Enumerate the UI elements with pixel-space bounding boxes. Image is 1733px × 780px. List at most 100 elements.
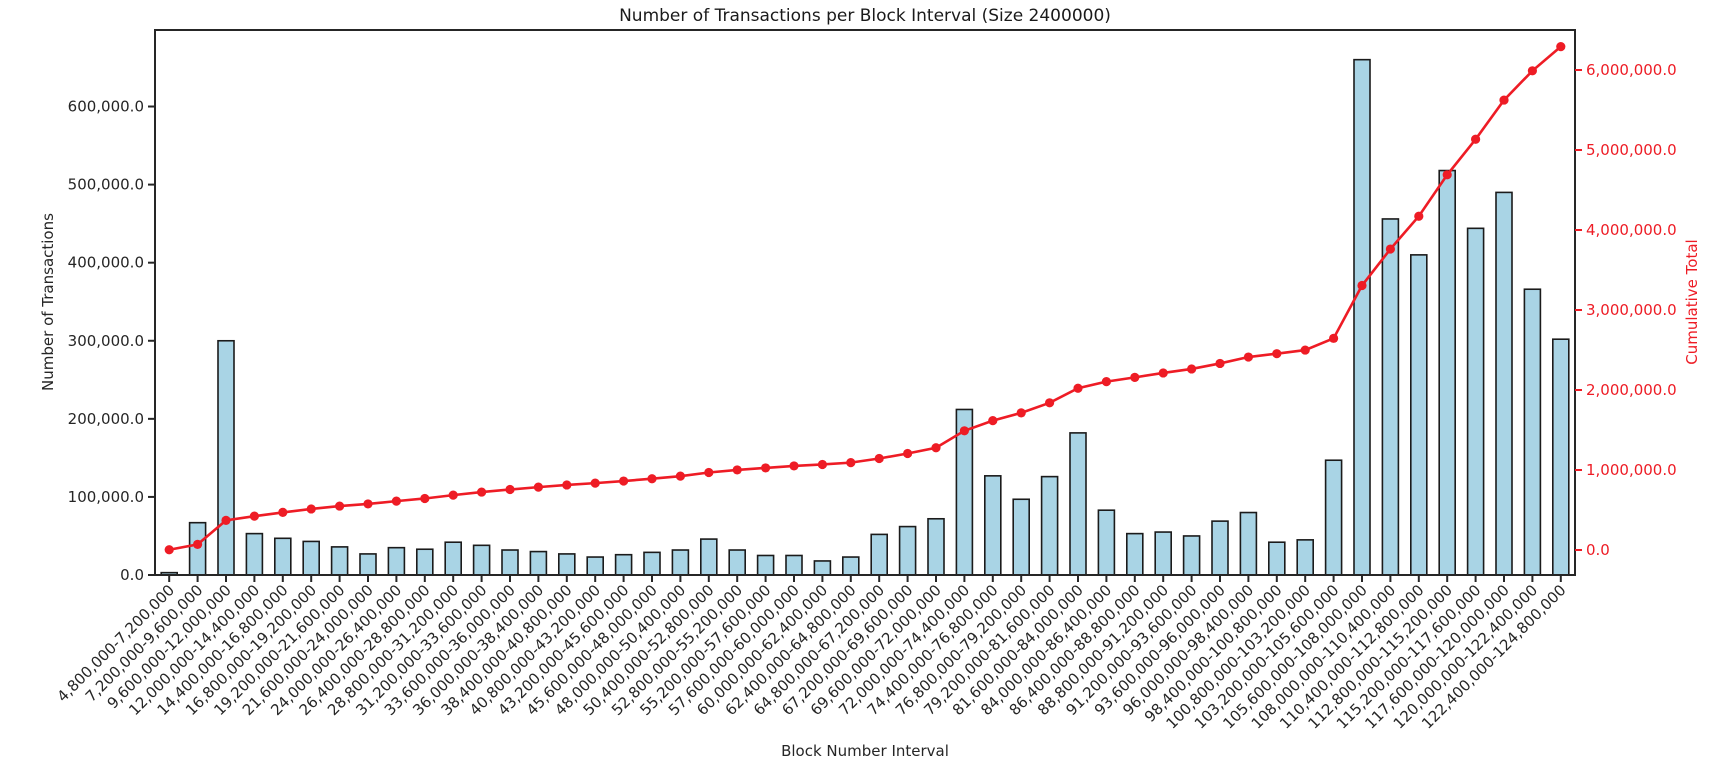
data-point-marker	[164, 545, 174, 555]
data-point-marker	[1357, 280, 1367, 291]
bar	[472, 544, 491, 576]
y-right-tick-label: 1,000,000.0	[1586, 461, 1677, 479]
data-point-marker	[647, 474, 657, 484]
data-point-marker	[1414, 211, 1424, 221]
data-point-marker	[221, 515, 231, 526]
bar	[217, 339, 235, 576]
data-point-marker	[505, 484, 515, 495]
data-point-marker	[391, 496, 401, 506]
bar	[1381, 218, 1400, 576]
bar	[1466, 227, 1485, 576]
data-point-marker	[1045, 398, 1055, 408]
bar	[1040, 475, 1059, 576]
bar	[1353, 58, 1371, 576]
bar	[1012, 498, 1031, 576]
y-right-tick-label: 2,000,000.0	[1586, 381, 1677, 399]
bar	[756, 554, 775, 576]
bar	[898, 525, 917, 576]
data-point-marker	[903, 448, 913, 459]
data-point-marker	[732, 465, 742, 475]
data-point-marker	[193, 539, 203, 550]
bar	[415, 548, 434, 576]
y-left-tick-label: 200,000.0	[68, 410, 144, 428]
data-point-marker	[1527, 66, 1537, 76]
bar	[728, 549, 747, 576]
cumulative-line	[168, 45, 1562, 552]
data-point-marker	[1215, 358, 1225, 369]
bar	[387, 546, 406, 576]
bar	[1126, 532, 1144, 576]
bar	[501, 549, 519, 576]
bar	[1552, 338, 1570, 576]
y-right-tick-label: 5,000,000.0	[1586, 141, 1677, 159]
data-point-marker	[1073, 383, 1083, 393]
bar	[699, 538, 718, 576]
data-point-marker	[1101, 377, 1111, 387]
data-point-marker	[1272, 349, 1282, 359]
data-point-marker	[931, 443, 941, 453]
data-point-marker	[1130, 372, 1140, 382]
data-point-marker	[874, 453, 884, 464]
bar	[245, 532, 264, 576]
bar	[1495, 191, 1513, 576]
data-point-marker	[1499, 95, 1509, 105]
y-left-tick-label: 400,000.0	[68, 254, 144, 272]
bar	[1211, 520, 1229, 576]
bar	[330, 546, 349, 576]
data-point-marker	[1329, 333, 1339, 343]
bar	[359, 553, 377, 576]
bar	[529, 550, 548, 576]
y-left-tick-label: 0.0	[120, 566, 144, 584]
bar	[643, 551, 661, 576]
data-point-marker	[619, 476, 629, 486]
data-point-marker	[704, 467, 714, 478]
bar	[586, 556, 605, 576]
y-right-tick-label: 6,000,000.0	[1586, 61, 1677, 79]
bar	[1296, 539, 1314, 576]
data-point-marker	[761, 463, 771, 473]
bar	[671, 549, 690, 576]
data-point-marker	[448, 490, 458, 500]
data-point-marker	[306, 504, 316, 514]
data-point-marker	[1016, 408, 1026, 418]
data-point-marker	[363, 499, 373, 509]
bar	[1069, 432, 1087, 576]
data-point-marker	[1471, 134, 1481, 144]
bar	[1268, 541, 1286, 576]
y-left-tick-label: 500,000.0	[68, 176, 144, 194]
data-point-marker	[1385, 244, 1395, 254]
data-point-marker	[562, 480, 572, 490]
data-point-marker	[988, 416, 998, 426]
bar	[813, 560, 832, 576]
bar	[870, 533, 889, 576]
y-right-tick-label: 0.0	[1586, 541, 1610, 559]
data-point-marker	[1243, 352, 1253, 362]
data-point-marker	[789, 461, 799, 471]
data-point-marker	[1556, 42, 1566, 52]
bar	[302, 540, 321, 576]
bar	[1523, 288, 1542, 576]
x-axis-title: Block Number Interval	[781, 742, 949, 760]
data-point-marker	[675, 471, 686, 481]
data-point-marker	[817, 459, 828, 470]
y-right-tick-label: 4,000,000.0	[1586, 221, 1677, 239]
bar	[273, 537, 292, 576]
bar	[444, 541, 463, 576]
bar	[1239, 511, 1258, 576]
bar	[1182, 535, 1201, 576]
bar	[1154, 531, 1172, 576]
y-axis-title-left: Number of Transactions	[39, 213, 57, 391]
y-axis-title-right: Cumulative Total	[1683, 239, 1701, 365]
bar	[927, 517, 945, 576]
data-point-marker	[1300, 345, 1310, 355]
data-point-marker	[1442, 170, 1452, 180]
y-right-tick-label: 3,000,000.0	[1586, 301, 1677, 319]
bar	[557, 553, 576, 576]
bar	[1097, 509, 1116, 576]
y-left-tick-label: 600,000.0	[68, 98, 144, 116]
bar	[785, 554, 803, 576]
chart-title: Number of Transactions per Block Interva…	[619, 6, 1111, 26]
bar	[1410, 254, 1428, 576]
